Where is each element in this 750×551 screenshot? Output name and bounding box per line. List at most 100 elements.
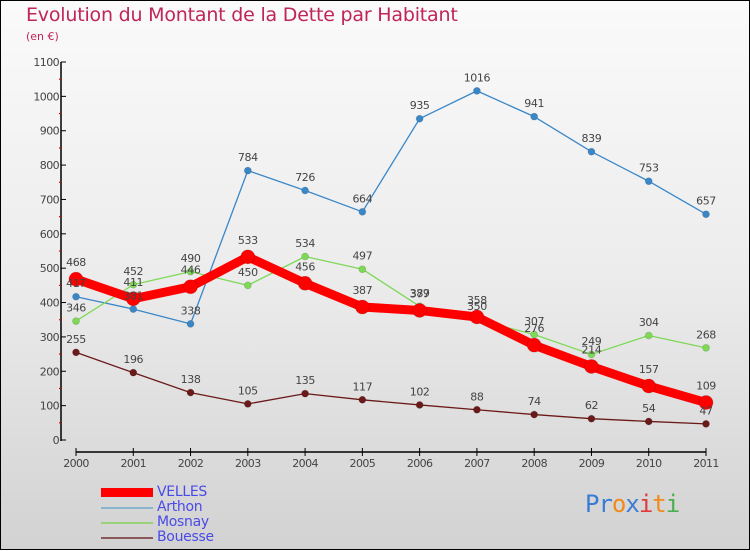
data-label-arthon: 726: [295, 171, 315, 184]
data-label-bouesse: 105: [238, 384, 258, 397]
legend-label: Mosnay: [157, 514, 209, 530]
data-point-velles: [698, 395, 714, 410]
x-tick-label: 2007: [464, 457, 490, 470]
data-label-mosnay: 450: [238, 266, 258, 279]
data-label-mosnay: 268: [696, 328, 716, 341]
data-point-mosnay: [530, 330, 539, 339]
data-label-arthon: 417: [66, 277, 86, 290]
data-label-mosnay: 389: [410, 287, 430, 300]
logo-letter: x: [625, 490, 639, 518]
data-point-arthon: [358, 207, 367, 216]
x-tick-label: 2011: [693, 457, 719, 470]
data-point-velles: [68, 271, 84, 287]
data-point-velles: [526, 337, 542, 353]
series-line-mosnay: [75, 255, 707, 356]
data-point-bouesse: [473, 405, 481, 414]
data-point-arthon: [702, 210, 710, 219]
data-label-velles: 411: [123, 276, 143, 289]
data-label-bouesse: 62: [585, 399, 598, 412]
legend-item-arthon: Arthon: [101, 500, 214, 515]
legend-swatch: [101, 488, 153, 497]
proxiti-logo: Proxiti: [585, 490, 680, 518]
y-tick-label: 700: [40, 193, 60, 206]
chart-subtitle: (en €): [26, 30, 59, 43]
y-tick-label: 400: [40, 297, 60, 310]
data-point-mosnay: [702, 344, 710, 352]
axes: 0 100 200 300 400 500 600 700 800 900 1000 1100 2000…: [33, 56, 719, 470]
x-tick-label: 2004: [292, 457, 318, 470]
data-point-mosnay: [358, 265, 367, 274]
data-label-arthon: 839: [582, 132, 602, 145]
x-tick-label: 2005: [350, 457, 376, 470]
data-label-mosnay: 249: [582, 335, 602, 348]
data-point-velles: [354, 299, 370, 315]
data-label-velles: 446: [181, 264, 201, 277]
data-point-arthon: [473, 86, 481, 95]
series-line-arthon: [75, 90, 707, 325]
data-point-mosnay: [129, 280, 138, 289]
legend-swatch: [101, 506, 153, 509]
x-tick-label: 2003: [235, 457, 261, 470]
legend-item-bouesse: Bouesse: [101, 530, 214, 545]
data-point-mosnay: [301, 252, 309, 261]
logo-letter: i: [638, 490, 653, 518]
data-label-mosnay: 307: [524, 315, 544, 328]
data-point-arthon: [301, 186, 309, 195]
x-tick-label: 2006: [407, 457, 433, 470]
data-labels: 417 381 338 784 726 664 935 1016 941 839 753 657 346…: [66, 71, 717, 417]
data-label-velles: 109: [696, 380, 716, 393]
y-tick-label: 800: [40, 159, 60, 172]
data-label-bouesse: 138: [181, 373, 201, 386]
data-label-arthon: 338: [181, 304, 201, 317]
data-label-mosnay: 346: [66, 302, 86, 315]
x-tick-label: 2009: [579, 457, 605, 470]
data-label-bouesse: 255: [66, 333, 86, 346]
data-point-velles: [297, 275, 313, 291]
data-label-velles: 468: [66, 256, 86, 269]
data-label-mosnay: 452: [123, 265, 143, 278]
data-label-arthon: 664: [352, 192, 372, 205]
data-point-bouesse: [243, 400, 252, 408]
data-label-arthon: 1016: [464, 71, 491, 84]
legend: VELLES Arthon Mosnay Bouesse: [101, 485, 214, 545]
series-lines: [68, 86, 714, 428]
series-line-bouesse: [75, 351, 707, 425]
data-label-arthon: 381: [123, 290, 143, 303]
data-point-arthon: [530, 112, 539, 121]
data-point-arthon: [129, 305, 138, 313]
data-label-bouesse: 196: [123, 353, 143, 366]
data-point-bouesse: [702, 419, 710, 428]
logo-letter: P: [585, 490, 599, 518]
data-point-bouesse: [358, 395, 367, 404]
y-tick-label: 1100: [33, 56, 59, 69]
series-line-velles: [71, 252, 711, 408]
data-point-arthon: [72, 292, 80, 301]
data-point-mosnay: [644, 331, 653, 340]
x-tick-label: 2008: [521, 457, 547, 470]
data-label-velles: 456: [295, 260, 315, 273]
data-point-velles: [240, 249, 256, 265]
data-point-mosnay: [243, 281, 252, 290]
y-tick-label: 1000: [33, 90, 59, 103]
data-point-bouesse: [587, 414, 596, 423]
data-label-mosnay: 534: [295, 237, 315, 250]
data-label-mosnay: 490: [181, 252, 201, 265]
data-point-velles: [584, 359, 599, 374]
data-label-velles: 377: [410, 287, 430, 300]
data-point-bouesse: [644, 417, 653, 426]
legend-item-mosnay: Mosnay: [101, 515, 214, 530]
data-label-bouesse: 135: [295, 374, 315, 387]
data-point-bouesse: [72, 348, 80, 357]
data-point-mosnay: [186, 267, 195, 276]
data-point-velles: [183, 279, 198, 295]
x-tick-label: 2001: [120, 457, 146, 470]
legend-item-velles: VELLES: [101, 485, 214, 500]
data-label-bouesse: 102: [410, 385, 430, 398]
data-point-bouesse: [186, 388, 195, 397]
data-point-bouesse: [301, 389, 309, 398]
y-tick-label: 300: [40, 331, 60, 344]
legend-swatch: [101, 521, 153, 524]
data-label-velles: 214: [582, 343, 602, 356]
